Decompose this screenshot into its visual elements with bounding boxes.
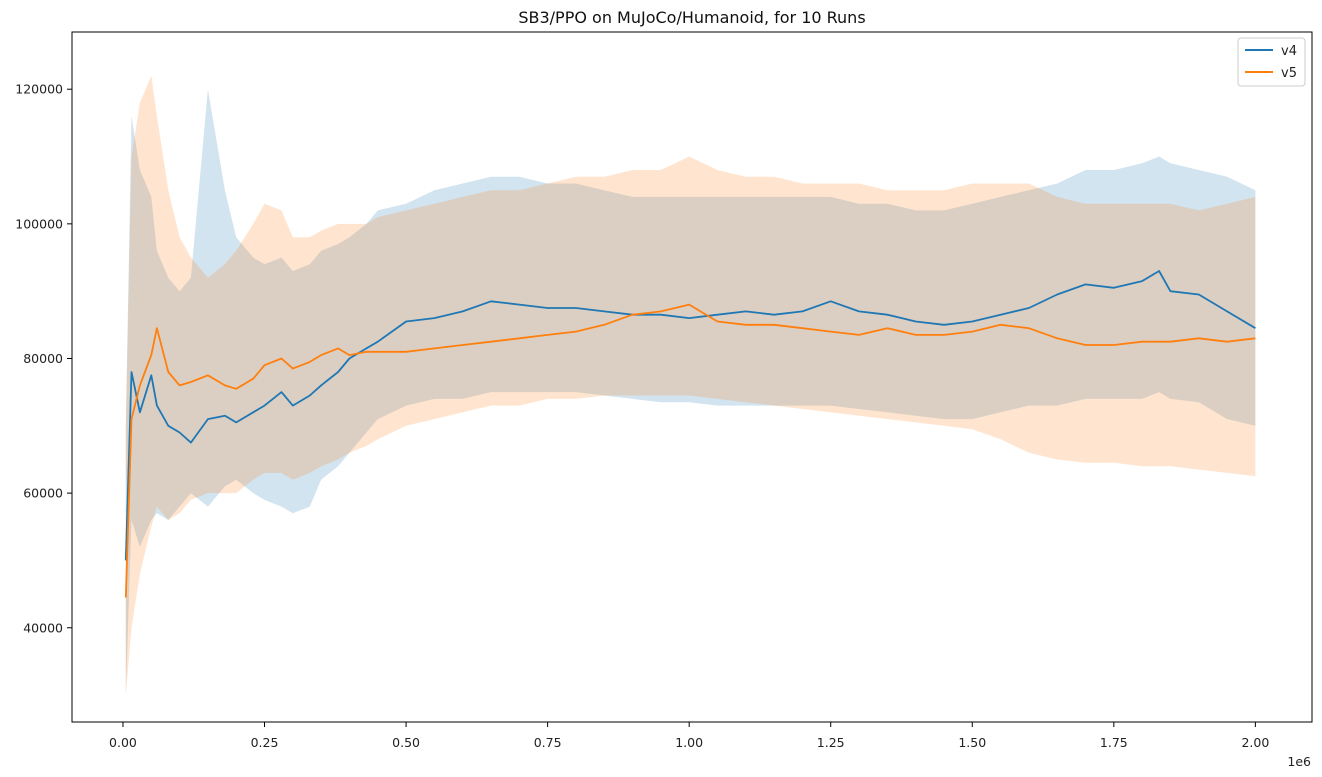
x-axis: 0.00 0.25 0.50 0.75 1.00 1.25 1.50 1.75 2.00	[109, 722, 1269, 750]
y-tick-label: 80000	[23, 351, 63, 366]
x-tick-label: 1.75	[1100, 735, 1128, 750]
y-tick-label: 40000	[23, 620, 63, 635]
x-tick-label: 1.00	[675, 735, 703, 750]
band-v5	[125, 75, 1256, 696]
x-tick-label: 2.00	[1241, 735, 1269, 750]
y-tick-label: 60000	[23, 486, 63, 501]
x-tick-label: 1.25	[817, 735, 845, 750]
y-axis: 40000 60000 80000 100000 120000	[15, 82, 72, 635]
legend: v4 v5	[1237, 37, 1306, 87]
x-tick-label: 0.50	[392, 735, 420, 750]
band-v4	[125, 89, 1256, 696]
legend-label-v4: v4	[1281, 44, 1297, 59]
y-tick-label: 120000	[15, 82, 63, 97]
plot-frame	[71, 31, 1313, 723]
confidence-bands	[125, 75, 1256, 696]
line-v5	[124, 303, 1256, 598]
y-tick-label: 100000	[15, 216, 63, 231]
x-tick-label: 0.75	[534, 735, 562, 750]
series-lines	[124, 270, 1256, 598]
legend-label-v5: v5	[1281, 66, 1297, 81]
x-tick-label: 0.25	[251, 735, 279, 750]
line-v4	[124, 270, 1256, 561]
x-tick-label: 1.50	[958, 735, 986, 750]
x-offset-label: 1e6	[1287, 754, 1311, 769]
x-tick-label: 0.00	[109, 735, 137, 750]
chart-title: SB3/PPO on MuJoCo/Humanoid, for 10 Runs	[518, 8, 865, 27]
